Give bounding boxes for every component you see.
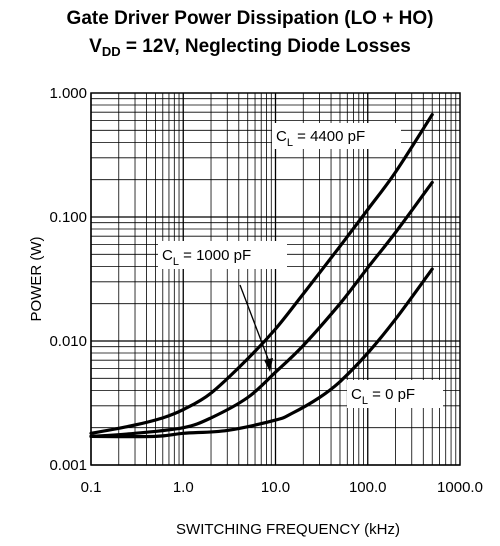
subtitle-subscript: DD [101, 44, 121, 59]
x-tick-label: 1000.0 [437, 479, 483, 496]
chart-subtitle: VDD = 12V, Neglecting Diode Losses [0, 36, 500, 59]
plot-frame [90, 92, 461, 466]
x-tick-label: 10.0 [261, 479, 290, 496]
y-tick-label: 0.001 [49, 457, 87, 474]
series-line-1 [89, 180, 434, 438]
series-label: CL = 1000 pF [162, 247, 251, 268]
x-tick-label: 100.0 [349, 479, 387, 496]
series-label: CL = 0 pF [351, 386, 415, 407]
y-tick-label: 1.000 [49, 85, 87, 102]
series-label-box [272, 123, 401, 149]
subtitle-prefix: V [89, 36, 102, 57]
series-label: CL = 4400 pF [276, 128, 365, 149]
y-axis-label: POWER (W) [28, 237, 45, 322]
series-label-box [347, 380, 443, 408]
x-tick-label: 0.1 [81, 479, 102, 496]
data-curves [89, 113, 434, 439]
series-line-0 [89, 113, 434, 435]
label-arrowhead [264, 358, 273, 372]
y-tick-label: 0.100 [49, 209, 87, 226]
y-tick-label: 0.010 [49, 333, 87, 350]
label-arrow [239, 284, 271, 365]
subtitle-rest: = 12V, Neglecting Diode Losses [120, 36, 411, 57]
x-tick-label: 1.0 [173, 479, 194, 496]
grid-lines [90, 92, 461, 466]
series-line-2 [89, 267, 434, 439]
series-label-box [158, 241, 287, 269]
tick-labels: 0.1 1.0 10.0 100.0 1000.0 0.001 0.010 0.100 1.00… [49, 85, 482, 496]
chart-title: Gate Driver Power Dissipation (LO + HO) [66, 8, 434, 29]
annotations: CL = 4400 pF CL = 1000 pF CL = 0 pF [158, 123, 443, 408]
x-axis-label: SWITCHING FREQUENCY (kHz) [176, 521, 400, 538]
